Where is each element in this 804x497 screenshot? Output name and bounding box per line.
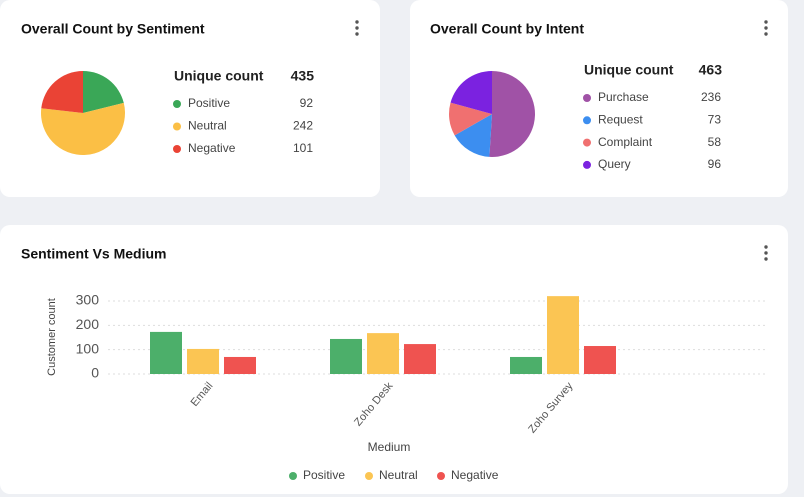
legend-label: Complaint — [598, 135, 653, 149]
legend-label: Neutral — [379, 468, 418, 482]
legend-marker — [173, 100, 181, 108]
legend-marker — [173, 145, 181, 153]
total-value: 463 — [699, 62, 723, 78]
pie-slice — [450, 71, 492, 114]
legend-marker — [289, 472, 297, 480]
pie-slice — [489, 71, 536, 157]
legend-label: Positive — [188, 96, 230, 110]
legend-marker — [583, 116, 591, 125]
total-value: 435 — [291, 68, 315, 84]
legend-label: Purchase — [598, 90, 649, 104]
menu-button[interactable] — [764, 20, 768, 36]
legend-value: 101 — [293, 141, 313, 155]
bar — [150, 331, 182, 374]
pie-slice — [41, 71, 83, 113]
legend-value: 242 — [293, 119, 313, 133]
bar — [510, 356, 542, 374]
total-label: Unique count — [174, 68, 264, 84]
pie-slice — [454, 114, 492, 157]
x-axis-label: Medium — [368, 440, 411, 454]
bar — [547, 296, 579, 374]
legend-value: 73 — [708, 112, 722, 126]
chart-title: Sentiment Vs Medium — [21, 246, 166, 262]
chart-title: Overall Count by Sentiment — [21, 21, 205, 37]
legend-value: 96 — [708, 157, 722, 171]
menu-button[interactable] — [355, 20, 359, 36]
total-label: Unique count — [584, 62, 674, 78]
legend-marker — [365, 472, 373, 480]
legend-label: Negative — [451, 468, 499, 482]
bar — [404, 344, 436, 374]
pie-slice — [40, 102, 125, 156]
pie-slice — [83, 71, 124, 113]
legend-label: Negative — [188, 141, 236, 155]
legend-label: Query — [598, 157, 631, 171]
legend-value: 58 — [708, 135, 722, 149]
pie-slice — [448, 102, 492, 136]
bar — [224, 356, 256, 374]
legend-value: 92 — [300, 96, 314, 110]
bar — [367, 333, 399, 374]
legend-marker — [583, 160, 591, 169]
bar — [584, 346, 616, 374]
legend-label: Request — [598, 112, 643, 126]
legend-label: Positive — [303, 468, 345, 482]
y-tick-label: 0 — [91, 365, 99, 381]
legend-value: 236 — [701, 90, 721, 104]
bar — [330, 338, 362, 374]
y-axis-label: Customer count — [46, 298, 58, 376]
chart-title: Overall Count by Intent — [430, 21, 584, 37]
legend-marker — [437, 472, 445, 480]
bar — [187, 348, 219, 374]
menu-button[interactable] — [764, 245, 768, 261]
y-tick-label: 200 — [76, 316, 100, 332]
legend-marker — [583, 138, 591, 147]
legend-marker — [173, 122, 181, 131]
y-tick-label: 100 — [76, 340, 100, 356]
y-tick-label: 300 — [76, 292, 100, 308]
legend-marker — [583, 94, 591, 102]
legend-label: Neutral — [188, 119, 227, 133]
